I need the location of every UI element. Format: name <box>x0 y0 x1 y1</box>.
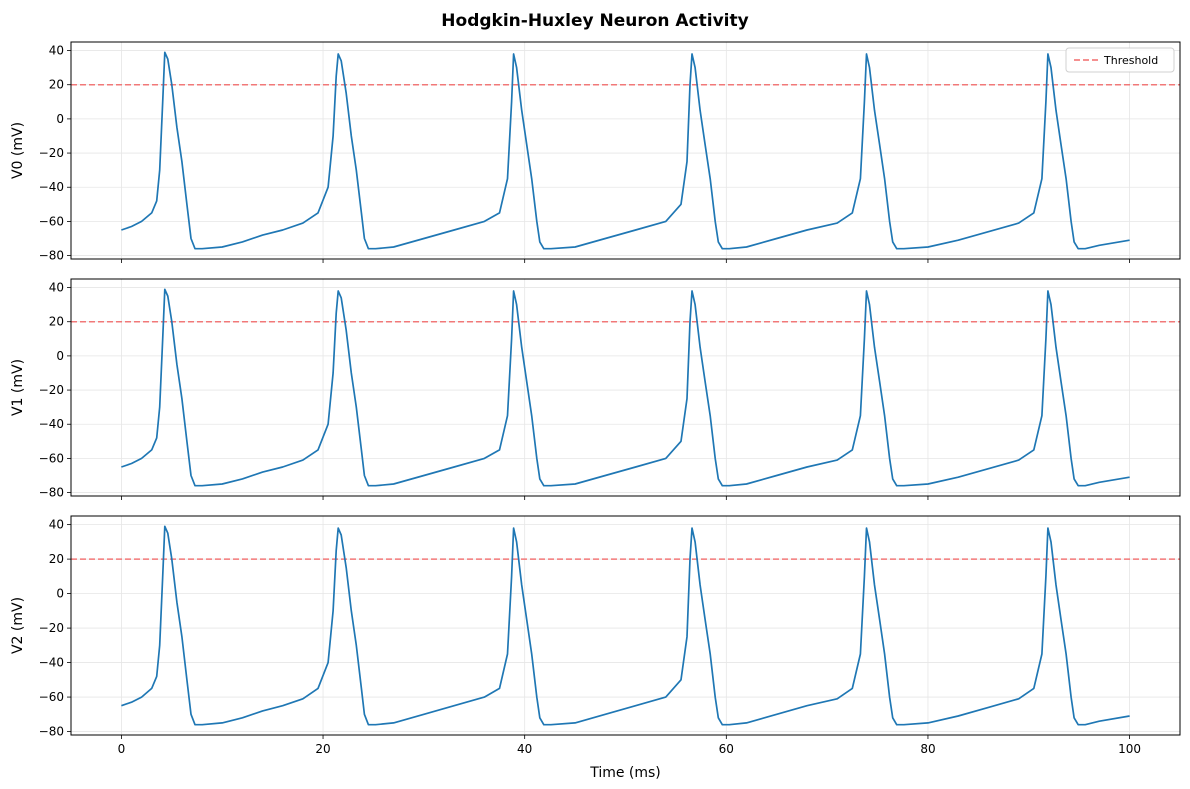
x-tick-label: 80 <box>920 742 935 756</box>
y-tick-label: −80 <box>39 486 64 500</box>
y-axis-label: V1 (mV) <box>10 359 26 416</box>
y-tick-label: 0 <box>56 587 64 601</box>
subplot-0: −80 −60 −40 −20 0 20 40 V0 (mV) Threshold <box>10 41 1181 263</box>
y-tick-label: 0 <box>56 349 64 363</box>
x-tick-label: 0 <box>118 742 126 756</box>
y-tick-label: −20 <box>39 621 64 635</box>
y-tick-label: 20 <box>49 78 64 92</box>
y-tick-label: −20 <box>39 383 64 397</box>
x-tick-label: 60 <box>719 742 734 756</box>
y-tick-label: 40 <box>49 281 64 295</box>
y-tick-label: −40 <box>39 417 64 431</box>
y-tick-label: −60 <box>39 214 64 228</box>
legend-box <box>1065 47 1175 73</box>
subplot-1: −80 −60 −40 −20 0 20 40 V1 (mV) <box>10 278 1181 500</box>
y-tick-label: 40 <box>49 518 64 532</box>
y-tick-label: −80 <box>39 725 64 739</box>
y-tick-label: 20 <box>49 552 64 566</box>
series-line-0 <box>121 525 1130 726</box>
y-tick-label: 40 <box>49 44 64 58</box>
y-axis-label: V0 (mV) <box>10 122 26 179</box>
x-axis-label: Time (ms) <box>589 765 661 781</box>
subplot-2: −80 −60 −40 −20 0 20 40 0 20 40 60 80 100 V2 (mV) Time… <box>10 515 1181 781</box>
y-axis-label: V2 (mV) <box>10 597 26 654</box>
legend: Threshold <box>1065 47 1175 73</box>
y-tick-label: 0 <box>56 112 64 126</box>
x-tick-label: 100 <box>1118 742 1141 756</box>
axes-frame <box>70 278 1181 497</box>
figure-title: Hodgkin-Huxley Neuron Activity <box>441 11 748 31</box>
y-tick-label: −60 <box>39 451 64 465</box>
y-tick-label: −60 <box>39 690 64 704</box>
y-tick-label: −40 <box>39 180 64 194</box>
y-tick-label: −40 <box>39 656 64 670</box>
axes-frame <box>70 41 1181 260</box>
x-tick-label: 20 <box>315 742 330 756</box>
series-line-0 <box>121 51 1130 250</box>
y-tick-label: −20 <box>39 146 64 160</box>
y-tick-label: 20 <box>49 315 64 329</box>
series-line-0 <box>121 288 1130 487</box>
x-tick-label: 40 <box>517 742 532 756</box>
y-tick-label: −80 <box>39 249 64 263</box>
axes-frame <box>70 515 1181 736</box>
legend-entry-threshold: Threshold <box>1103 54 1158 67</box>
